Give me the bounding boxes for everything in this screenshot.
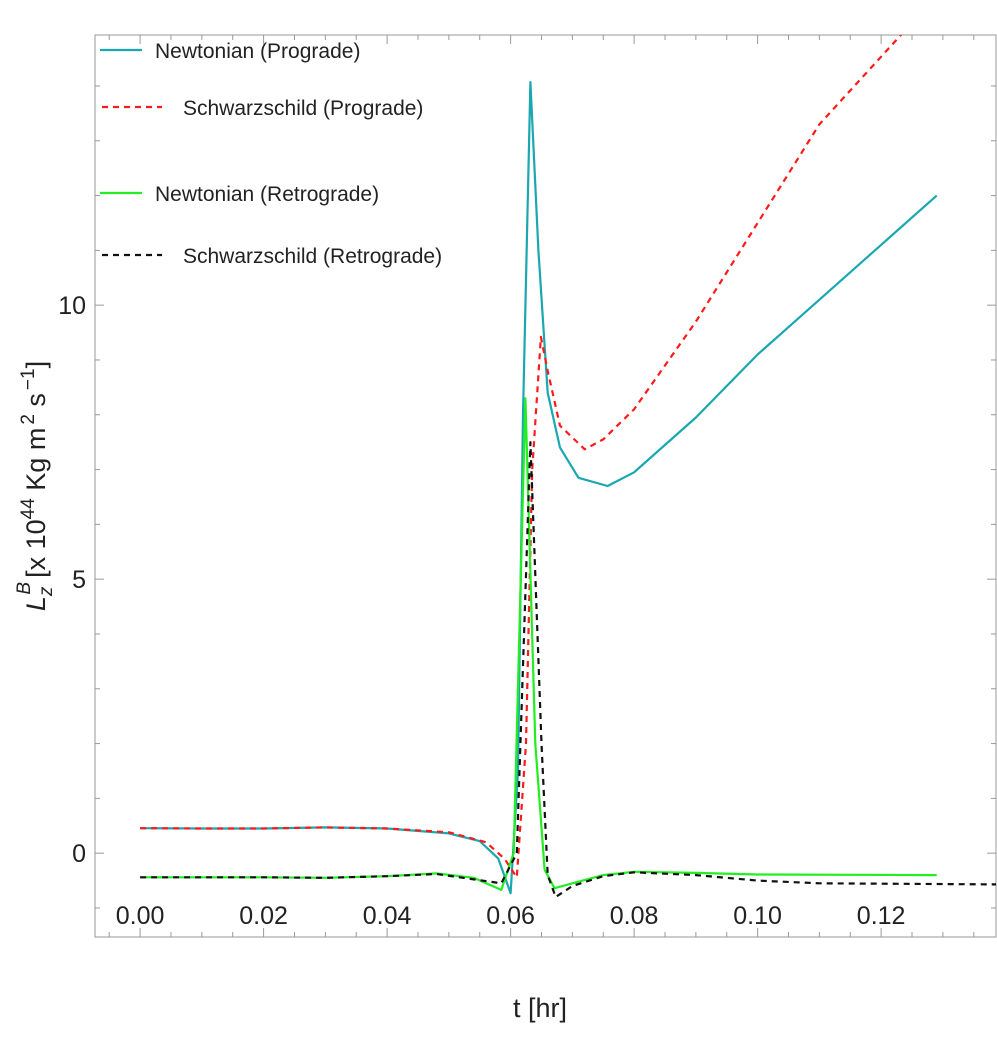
x-tick-label: 0.08 — [610, 902, 659, 930]
y-tick-label: 5 — [72, 566, 86, 594]
x-tick-labels: 0.00 0.02 0.04 0.06 0.08 0.10 0.12 — [116, 902, 906, 930]
y-tick-label: 10 — [58, 292, 86, 320]
x-tick-label: 0.04 — [363, 902, 412, 930]
plot-frame — [94, 34, 997, 938]
x-tick-label: 0.10 — [733, 902, 782, 930]
series-line-schwarzschild-retrograde — [140, 441, 997, 899]
legend-label: Newtonian (Retrograde) — [155, 183, 379, 206]
x-tick-label: 0.00 — [116, 902, 165, 930]
legend: Newtonian (Prograde) Schwarzschild (Progr… — [100, 40, 442, 268]
series-line-schwarzschild-prograde — [140, 35, 903, 879]
series-curves — [140, 35, 997, 899]
y-axis-title: LzB[x 1044 Kg m2 s−1] — [14, 361, 57, 611]
series-line-newtonian-prograde — [140, 81, 938, 895]
x-tick-label: 0.12 — [857, 902, 906, 930]
legend-label: Schwarzschild (Prograde) — [183, 97, 423, 120]
x-tick-label: 0.02 — [239, 902, 288, 930]
x-tick-label: 0.06 — [486, 902, 535, 930]
y-tick-label: 0 — [72, 840, 86, 868]
y-tick-labels: 0 5 10 — [58, 292, 86, 868]
series-line-newtonian-retrograde — [140, 397, 937, 891]
legend-label: Schwarzschild (Retrograde) — [183, 245, 442, 268]
ticks — [95, 35, 996, 937]
x-axis-title: t [hr] — [513, 993, 567, 1023]
legend-label: Newtonian (Prograde) — [155, 40, 360, 63]
